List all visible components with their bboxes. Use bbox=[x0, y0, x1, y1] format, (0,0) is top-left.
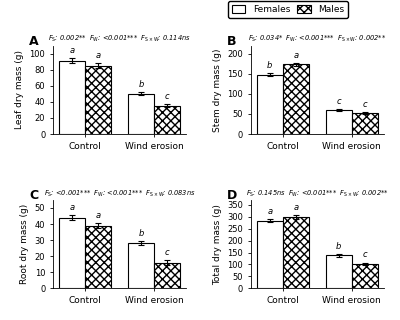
Text: c: c bbox=[363, 251, 367, 260]
Bar bbox=[352, 264, 378, 288]
Text: $F_\mathrm{S}$: 0.002**  $F_\mathrm{W}$: <0.001***  $F_\mathrm{S\times W}$: 0.11: $F_\mathrm{S}$: 0.002** $F_\mathrm{W}$: … bbox=[48, 34, 191, 44]
Text: a: a bbox=[70, 46, 75, 55]
Text: A: A bbox=[29, 35, 38, 48]
Y-axis label: Root dry mass (g): Root dry mass (g) bbox=[20, 204, 29, 284]
Bar bbox=[85, 66, 112, 134]
Text: C: C bbox=[29, 189, 38, 202]
Text: a: a bbox=[96, 211, 101, 220]
Text: b: b bbox=[138, 80, 144, 89]
Text: b: b bbox=[267, 61, 272, 70]
Text: B: B bbox=[227, 35, 236, 48]
Text: $F_\mathrm{S}$: <0.001***  $F_\mathrm{W}$: <0.001***  $F_\mathrm{S\times W}$: 0.: $F_\mathrm{S}$: <0.001*** $F_\mathrm{W}$… bbox=[44, 188, 196, 199]
Bar bbox=[283, 217, 309, 288]
Bar bbox=[154, 106, 180, 134]
Bar bbox=[85, 226, 112, 288]
Bar bbox=[128, 94, 154, 134]
Y-axis label: Total dry mass (g): Total dry mass (g) bbox=[212, 204, 222, 284]
Bar bbox=[154, 263, 180, 288]
Bar bbox=[257, 221, 283, 288]
Bar bbox=[326, 255, 352, 288]
Text: b: b bbox=[138, 229, 144, 238]
Bar bbox=[128, 243, 154, 288]
Y-axis label: Leaf dry mass (g): Leaf dry mass (g) bbox=[15, 50, 24, 129]
Bar bbox=[326, 110, 352, 134]
Legend: Females, Males: Females, Males bbox=[228, 1, 348, 18]
Text: a: a bbox=[96, 51, 101, 60]
Text: b: b bbox=[336, 242, 342, 251]
Y-axis label: Stem dry mass (g): Stem dry mass (g) bbox=[213, 48, 222, 132]
Bar bbox=[352, 113, 378, 134]
Text: c: c bbox=[336, 97, 341, 106]
Text: c: c bbox=[165, 92, 170, 101]
Text: a: a bbox=[294, 51, 298, 60]
Text: c: c bbox=[363, 100, 367, 109]
Bar bbox=[59, 218, 85, 288]
Bar bbox=[283, 64, 309, 134]
Text: D: D bbox=[227, 189, 237, 202]
Text: a: a bbox=[267, 207, 272, 216]
Text: $F_\mathrm{S}$: 0.145ns  $F_\mathrm{W}$: <0.001***  $F_\mathrm{S\times W}$: 0.00: $F_\mathrm{S}$: 0.145ns $F_\mathrm{W}$: … bbox=[246, 188, 389, 199]
Text: $F_\mathrm{S}$: 0.034*  $F_\mathrm{W}$: <0.001***  $F_\mathrm{S\times W}$: 0.002: $F_\mathrm{S}$: 0.034* $F_\mathrm{W}$: <… bbox=[248, 34, 386, 44]
Bar bbox=[257, 75, 283, 134]
Text: a: a bbox=[70, 203, 75, 212]
Text: a: a bbox=[294, 204, 298, 212]
Text: c: c bbox=[165, 248, 170, 257]
Bar bbox=[59, 61, 85, 134]
